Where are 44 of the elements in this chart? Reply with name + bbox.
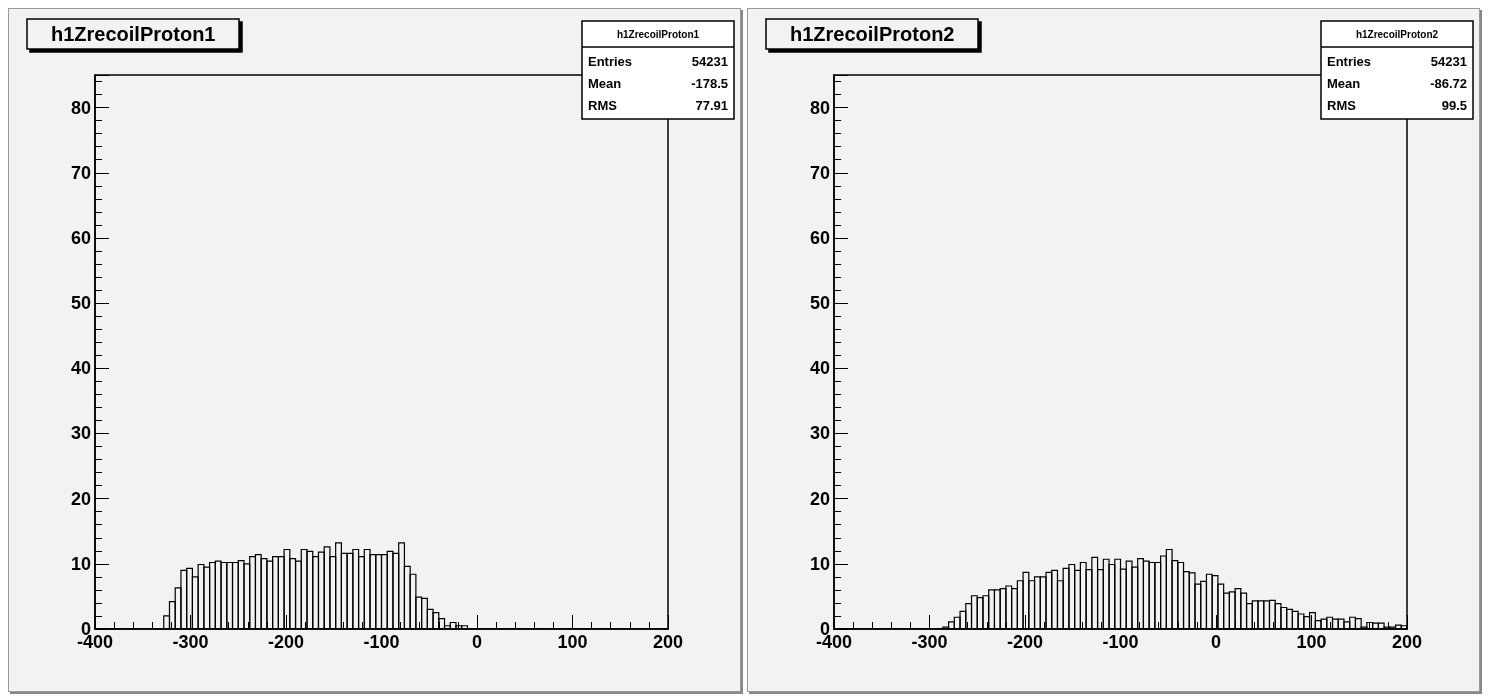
annotation: RMS: [1327, 97, 1357, 113]
y-tick-label: 30: [70, 423, 91, 444]
x-tick-label: -300: [911, 632, 948, 652]
y-tick-label: 40: [809, 358, 830, 379]
y-tick-label: 20: [809, 488, 830, 509]
y-tick-label: 50: [809, 293, 830, 314]
y-tick-label: 10: [70, 553, 91, 574]
y-tick-label: 50: [70, 293, 91, 314]
x-tick-label: 0: [1210, 632, 1222, 652]
text: Entries: [588, 53, 633, 69]
y-tick-label: 10: [809, 553, 830, 574]
x-tick-label: -100: [1102, 632, 1139, 652]
x-tick-label: -300: [172, 632, 209, 652]
chart-title: h1ZrecoilProton2: [790, 23, 955, 45]
text: Entries: [1327, 53, 1372, 69]
y-tick-label: 80: [809, 97, 830, 118]
x-tick-label: -100: [363, 632, 400, 652]
text: -86.72: [1430, 75, 1467, 91]
x-tick-label: 100: [557, 632, 588, 652]
text: 77.91: [695, 97, 728, 113]
text: -178.5: [691, 75, 728, 91]
text: 54231: [1430, 53, 1467, 69]
x-tick-label: 0: [471, 632, 483, 652]
y-tick-label: 60: [809, 227, 830, 248]
x-tick-label: 200: [652, 632, 684, 652]
text: h1ZrecoilProton1: [616, 28, 700, 40]
x-tick-label: -200: [1006, 632, 1044, 652]
y-tick-label: 40: [70, 358, 91, 379]
x-tick-label: 200: [1391, 632, 1423, 652]
text: 54231: [691, 53, 728, 69]
x-tick-label: 100: [1296, 632, 1327, 652]
annotation: Mean: [588, 75, 622, 91]
chart-title: h1ZrecoilProton1: [51, 23, 216, 45]
y-tick-label: 80: [70, 97, 91, 118]
x-tick-label: -200: [267, 632, 305, 652]
y-tick-label: 30: [809, 423, 830, 444]
text: h1ZrecoilProton2: [1355, 28, 1439, 40]
annotation: Mean: [1327, 75, 1361, 91]
y-tick-label: 70: [70, 162, 91, 183]
text: 99.5: [1441, 97, 1467, 113]
y-tick-label: 20: [70, 488, 91, 509]
y-tick-label: 60: [70, 227, 91, 248]
y-tick-label: 70: [809, 162, 830, 183]
annotation: RMS: [588, 97, 618, 113]
